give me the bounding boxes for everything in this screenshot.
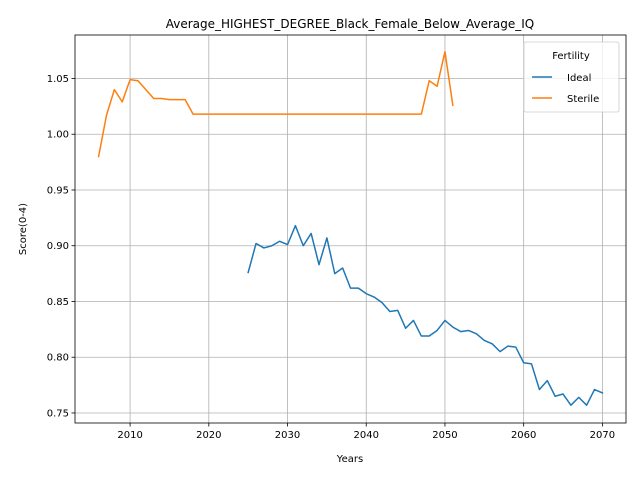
y-tick-label: 1.05 [47,74,69,85]
plot-frame [74,34,627,424]
x-axis: 2010 2020 2030 2040 2050 2060 2070 [117,423,615,441]
y-tick-label: 0.95 [47,185,69,196]
y-tick-label: 0.80 [47,353,69,364]
y-tick-label: 1.00 [47,130,69,141]
legend: Fertility Ideal Sterile [523,41,620,113]
series-group [97,50,604,406]
x-tick-label: 2060 [511,430,536,441]
legend-label-sterile: Sterile [567,94,599,105]
y-tick-label: 0.85 [47,297,69,308]
grid [75,35,626,423]
x-tick-label: 2050 [432,430,457,441]
x-tick-label: 2040 [354,430,379,441]
y-tick-label: 0.90 [47,241,69,252]
x-tick-label: 2070 [590,430,615,441]
x-tick-label: 2010 [117,430,142,441]
legend-title: Fertility [552,51,590,62]
y-axis-label: Score(0-4) [18,203,29,255]
x-axis-label: Years [336,454,363,465]
series-line-ideal [247,224,604,406]
x-tick-label: 2020 [196,430,221,441]
x-tick-label: 2030 [275,430,300,441]
y-tick-label: 0.75 [47,408,69,419]
y-axis: 0.75 0.80 0.85 0.90 0.95 1.00 1.05 [47,74,75,419]
legend-box [523,41,620,113]
chart-title: Average_HIGHEST_DEGREE_Black_Female_Belo… [166,17,535,31]
legend-label-ideal: Ideal [567,73,591,84]
series-line-sterile [97,50,454,158]
